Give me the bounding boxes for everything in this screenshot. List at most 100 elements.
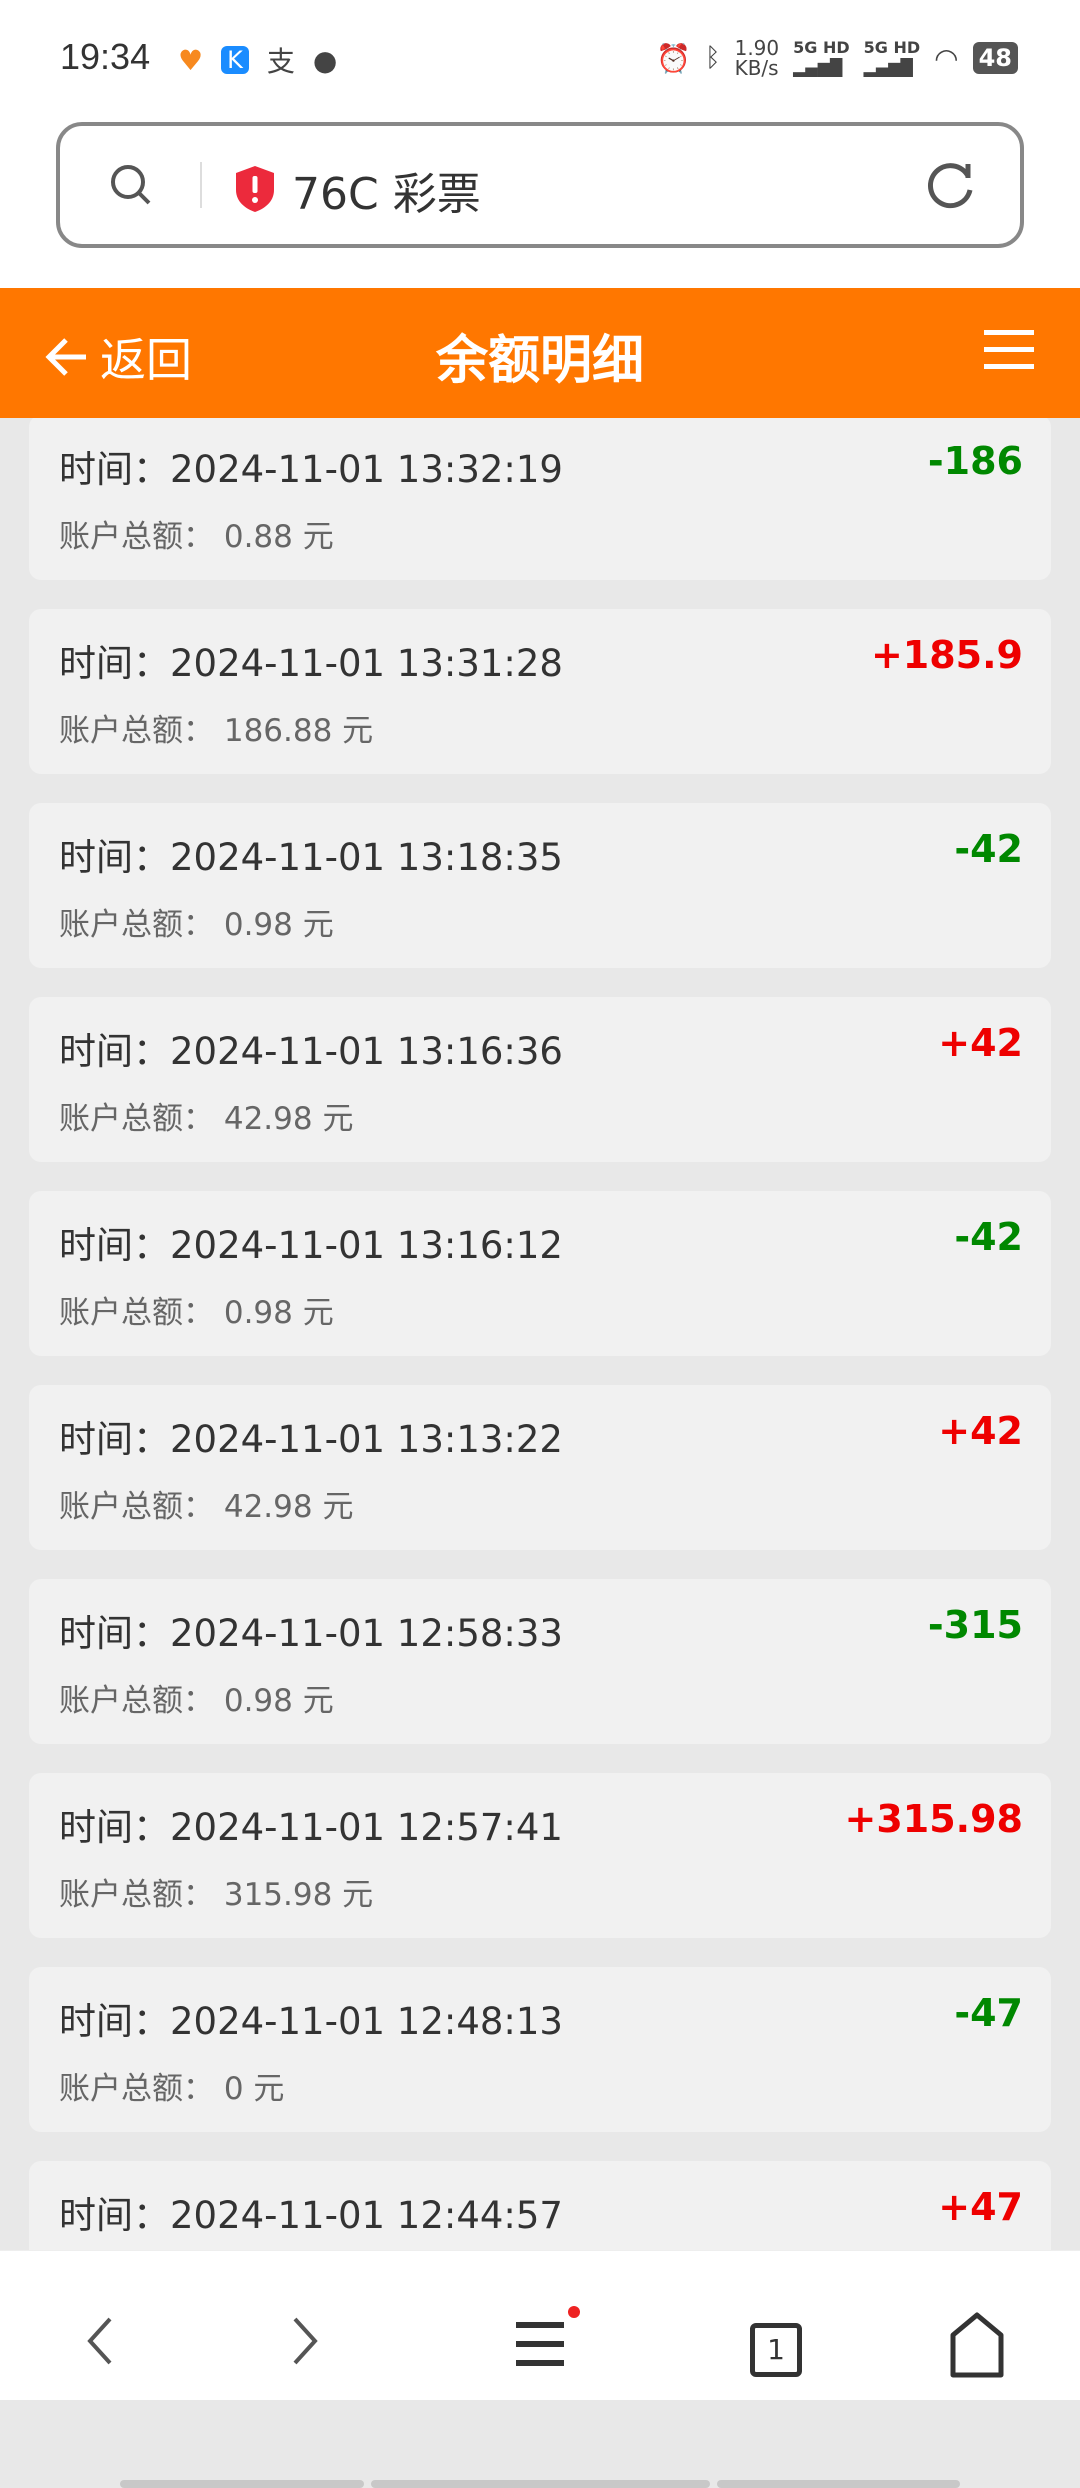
- app-k-icon: K: [221, 46, 249, 74]
- alarm-icon: ⏰: [656, 41, 691, 75]
- record-balance: 账户总额： 42.98 元: [59, 1481, 353, 1526]
- balance-label: 账户总额：: [59, 907, 214, 943]
- sim1-signal-icon: 5G HD ▂▄▆█: [793, 38, 850, 77]
- balance-value: 42.98 元: [223, 1101, 354, 1137]
- record-time: 时间：2024-11-01 12:58:33: [59, 1603, 563, 1657]
- menu-nav-icon[interactable]: [510, 2306, 580, 2376]
- balance-value: 0.88 元: [223, 519, 334, 555]
- tabs-button[interactable]: 1: [750, 2323, 802, 2377]
- back-label: 返回: [100, 333, 192, 387]
- record-amount: +315.98: [844, 1797, 1023, 1841]
- time-value: 2024-11-01 13:32:19: [170, 448, 563, 491]
- balance-record-card: 时间：2024-11-01 13:13:22 +42 账户总额： 42.98 元: [29, 1385, 1051, 1550]
- security-warning-icon[interactable]: [232, 164, 278, 214]
- gesture-bar: [120, 2480, 364, 2488]
- search-icon[interactable]: [108, 162, 152, 206]
- page-title-url[interactable]: 76C 彩票: [292, 169, 481, 220]
- time-label: 时间：: [59, 1224, 170, 1267]
- record-amount: +47: [938, 2185, 1023, 2229]
- record-amount: +42: [938, 1021, 1023, 1065]
- page-title: 余额明细: [435, 331, 644, 391]
- net-speed-value: 1.90: [734, 36, 780, 60]
- balance-label: 账户总额：: [59, 1683, 214, 1719]
- balance-value: 186.88 元: [223, 713, 374, 749]
- record-balance: 账户总额： 42.98 元: [59, 1093, 353, 1138]
- record-balance: 账户总额： 0 元: [59, 2063, 284, 2108]
- balance-label: 账户总额：: [59, 1489, 214, 1525]
- record-time: 时间：2024-11-01 12:57:41: [59, 1797, 563, 1851]
- record-time: 时间：2024-11-01 12:44:57: [59, 2185, 563, 2239]
- time-label: 时间：: [59, 2194, 170, 2237]
- battery-icon: 48: [972, 42, 1018, 74]
- balance-label: 账户总额：: [59, 2071, 214, 2107]
- balance-record-card: 时间：2024-11-01 13:16:36 +42 账户总额： 42.98 元: [29, 997, 1051, 1162]
- record-balance: 账户总额： 0.98 元: [59, 1287, 334, 1332]
- time-value: 2024-11-01 13:18:35: [170, 836, 563, 879]
- balance-value: 0 元: [223, 2071, 285, 2107]
- gesture-bar: [717, 2480, 960, 2488]
- balance-label: 账户总额：: [59, 519, 214, 555]
- record-amount: -42: [954, 827, 1023, 871]
- forward-nav-icon[interactable]: [285, 2311, 325, 2371]
- record-time: 时间：2024-11-01 13:16:36: [59, 1021, 563, 1075]
- back-button[interactable]: 返回: [44, 324, 192, 390]
- balance-record-card: 时间：2024-11-01 13:32:19 -186 账户总额： 0.88 元: [29, 415, 1051, 580]
- menu-icon[interactable]: [984, 330, 1034, 370]
- time-label: 时间：: [59, 1030, 170, 1073]
- page-header: 返回 余额明细: [0, 288, 1080, 418]
- balance-value: 42.98 元: [223, 1489, 354, 1525]
- balance-label: 账户总额：: [59, 1101, 214, 1137]
- home-icon[interactable]: [948, 2311, 1006, 2379]
- back-nav-icon[interactable]: [80, 2311, 120, 2371]
- balance-value: 315.98 元: [223, 1877, 374, 1913]
- time-label: 时间：: [59, 1806, 170, 1849]
- record-balance: 账户总额： 0.98 元: [59, 1675, 334, 1720]
- time-value: 2024-11-01 12:48:13: [170, 2000, 563, 2043]
- balance-record-card: 时间：2024-11-01 12:58:33 -315 账户总额： 0.98 元: [29, 1579, 1051, 1744]
- status-bar: 19:34 ♥ K 支 ● ⏰ ᛒ 1.90 KB/s 5G HD ▂▄▆█ 5G …: [0, 0, 1080, 118]
- time-label: 时间：: [59, 642, 170, 685]
- address-bar[interactable]: 76C 彩票: [56, 122, 1024, 248]
- app-heart-icon: ♥: [178, 43, 204, 77]
- net-speed: 1.90 KB/s: [735, 38, 780, 78]
- record-time: 时间：2024-11-01 13:18:35: [59, 827, 563, 881]
- record-amount: +185.9: [870, 633, 1023, 677]
- balance-record-card: 时间：2024-11-01 13:18:35 -42 账户总额： 0.98 元: [29, 803, 1051, 968]
- time-value: 2024-11-01 13:31:28: [170, 642, 563, 685]
- record-balance: 账户总额： 0.88 元: [59, 511, 334, 556]
- record-balance: 账户总额： 315.98 元: [59, 1869, 373, 1914]
- record-amount: +42: [938, 1409, 1023, 1453]
- wechat-icon: ●: [312, 43, 338, 77]
- balance-record-card: 时间：2024-11-01 13:31:28 +185.9 账户总额： 186.…: [29, 609, 1051, 774]
- record-time: 时间：2024-11-01 13:32:19: [59, 439, 563, 493]
- record-time: 时间：2024-11-01 13:13:22: [59, 1409, 563, 1463]
- arrow-left-icon: [45, 338, 86, 376]
- sim2-label: 5G HD: [863, 38, 921, 57]
- record-time: 时间：2024-11-01 13:31:28: [59, 633, 563, 687]
- balance-label: 账户总额：: [59, 713, 214, 749]
- sim2-signal-icon: 5G HD ▂▄▆█: [863, 38, 921, 77]
- time-label: 时间：: [59, 1612, 170, 1655]
- bluetooth-icon: ᛒ: [704, 43, 721, 73]
- record-balance: 账户总额： 186.88 元: [59, 705, 373, 750]
- record-amount: -47: [954, 1991, 1023, 2035]
- time-label: 时间：: [59, 448, 170, 491]
- time-value: 2024-11-01 13:13:22: [170, 1418, 563, 1461]
- balance-value: 0.98 元: [223, 907, 334, 943]
- time-label: 时间：: [59, 2000, 170, 2043]
- sim1-label: 5G HD: [793, 38, 850, 57]
- net-speed-unit: KB/s: [734, 56, 779, 80]
- clock: 19:34: [60, 36, 151, 77]
- record-amount: -42: [954, 1215, 1023, 1259]
- balance-value: 0.98 元: [223, 1295, 334, 1331]
- balance-record-card: 时间：2024-11-01 12:57:41 +315.98 账户总额： 315…: [29, 1773, 1051, 1938]
- reload-icon[interactable]: [924, 160, 976, 212]
- record-amount: -315: [927, 1603, 1023, 1647]
- time-value: 2024-11-01 12:57:41: [170, 1806, 563, 1849]
- balance-record-card: 时间：2024-11-01 12:48:13 -47 账户总额： 0 元: [29, 1967, 1051, 2132]
- time-value: 2024-11-01 12:58:33: [170, 1612, 563, 1655]
- wifi-icon: ◠: [934, 41, 959, 75]
- balance-value: 0.98 元: [223, 1683, 334, 1719]
- balance-label: 账户总额：: [59, 1295, 214, 1331]
- balance-record-card: 时间：2024-11-01 13:16:12 -42 账户总额： 0.98 元: [29, 1191, 1051, 1356]
